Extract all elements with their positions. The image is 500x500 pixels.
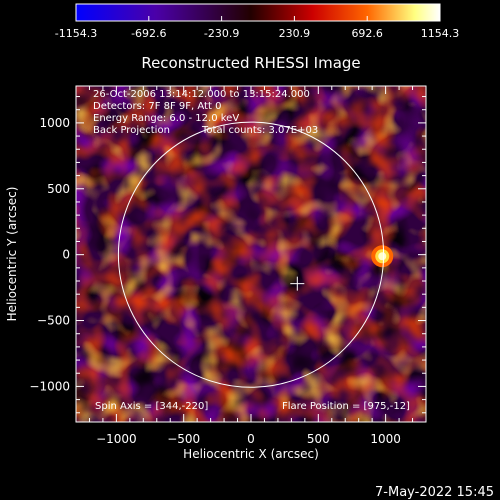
annotation-detectors: Detectors: 7F 8F 9F, Att 0 (93, 101, 221, 112)
x-axis-label: Heliocentric X (arcsec) (183, 447, 319, 461)
colorbar-tick-label: 230.9 (279, 27, 311, 40)
x-axis-ticks: −1000 −500 0 500 1000 (88, 86, 414, 446)
chart-title: Reconstructed RHESSI Image (141, 54, 360, 72)
y-tick-label: 500 (47, 182, 70, 196)
flare-source-core (378, 252, 387, 261)
solar-limb-circle (117, 121, 385, 388)
bright-sources (371, 245, 394, 268)
y-axis-label: Heliocentric Y (arcsec) (5, 187, 19, 322)
info-annotations: 26-Oct-2006 13:14:12.000 to 13:15:24.000… (93, 89, 410, 412)
annotation-flare-position: Flare Position = [975,-12] (282, 401, 410, 412)
y-tick-label: −1000 (29, 379, 70, 393)
annotation-total-counts: Total counts: 3.07E+03 (201, 125, 318, 136)
colorbar-ticks: -1154.3 -692.6 -230.9 230.9 692.6 1154.3 (55, 16, 459, 40)
colorbar-gradient (75, 3, 441, 22)
colorbar-tick-label: -1154.3 (55, 27, 97, 40)
colorbar-tick-label: -692.6 (131, 27, 166, 40)
plot-timestamp: 7-May-2022 15:45 (375, 485, 494, 500)
x-tick-label: 500 (307, 432, 330, 446)
x-tick-label: −1000 (96, 432, 137, 446)
x-tick-label: 0 (247, 432, 255, 446)
y-tick-label: 1000 (39, 116, 70, 130)
annotation-spin-axis: Spin Axis = [344,-220] (95, 401, 208, 412)
annotation-time-range: 26-Oct-2006 13:14:12.000 to 13:15:24.000 (93, 89, 310, 100)
spin-axis-marker (290, 276, 305, 291)
heatmap-image (76, 86, 426, 422)
colorbar-tick-label: 692.6 (351, 27, 383, 40)
annotation-method: Back Projection (93, 125, 170, 136)
y-tick-label: 0 (62, 248, 70, 262)
colorbar-tick-label: -230.9 (204, 27, 239, 40)
annotation-energy: Energy Range: 6.0 - 12.0 keV (93, 113, 239, 124)
colorbar-tick-label: 1154.3 (421, 27, 460, 40)
x-tick-label: 1000 (370, 432, 401, 446)
colorbar: -1154.3 -692.6 -230.9 230.9 692.6 1154.3 (55, 3, 459, 40)
x-tick-label: −500 (167, 432, 200, 446)
y-tick-label: −500 (37, 314, 70, 328)
y-axis-ticks: −1000 −500 0 500 1000 (29, 96, 426, 414)
